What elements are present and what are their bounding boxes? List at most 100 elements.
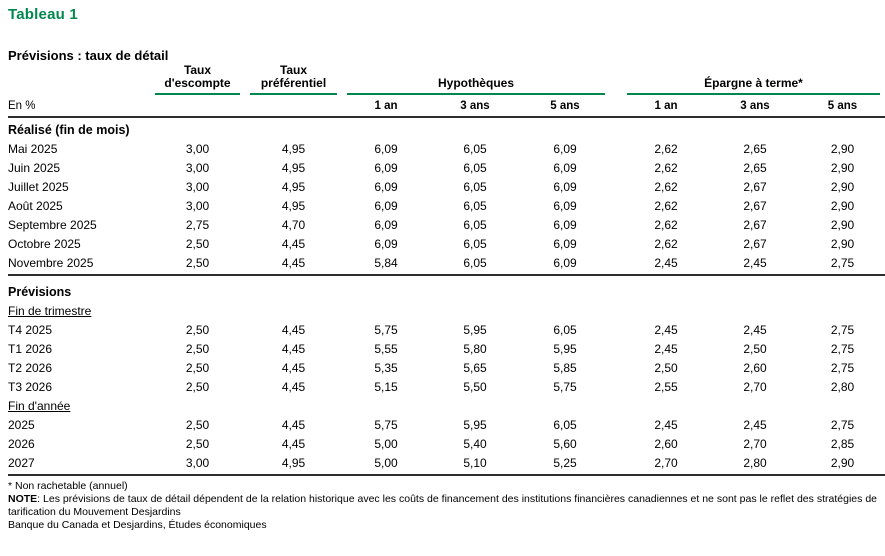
rate-value: 6,09 (374, 141, 398, 156)
footnotes: * Non rachetable (annuel) NOTE: Les prév… (8, 476, 877, 532)
table-row-data: T2 2026 2,50 4,45 5,35 5,65 5,85 2,50 2,60 2,75 (8, 358, 885, 377)
section-subheading: Fin d'année (8, 398, 71, 413)
rate-value: 4,95 (281, 179, 306, 194)
table-row-subheading: Fin de trimestre (8, 301, 885, 320)
rate-value: 6,05 (463, 198, 487, 213)
col-header-prime-rate: Taux préférentiel (245, 64, 342, 95)
rate-value: 6,05 (463, 217, 487, 232)
rate-value: 2,50 (654, 360, 678, 375)
col-header-prime-line2: préférentiel (260, 76, 327, 90)
col-group-term-savings-label: Épargne à terme* (627, 77, 881, 95)
rate-value: 2,75 (185, 217, 210, 232)
rate-value: 6,09 (553, 255, 577, 270)
section-divider (8, 472, 885, 476)
rate-value: 2,80 (743, 455, 767, 470)
col-header-mortgage-5yr: 5 ans (520, 95, 610, 118)
rate-value: 6,09 (374, 217, 398, 232)
table-row-data: T4 2025 2,50 4,45 5,75 5,95 6,05 2,45 2,45 2,75 (8, 320, 885, 339)
report-page: Tableau 1 Prévisions : taux de détail Ta… (8, 6, 885, 532)
section-divider (8, 272, 885, 276)
row-label: T2 2026 (8, 360, 53, 375)
row-label: T3 2026 (8, 379, 53, 394)
row-label: Mai 2025 (8, 141, 58, 156)
header-spacer (150, 95, 245, 118)
rate-value: 5,75 (374, 322, 398, 337)
rate-value: 2,75 (830, 417, 855, 432)
col-group-mortgages: Hypothèques (342, 64, 610, 95)
rate-value: 2,67 (743, 217, 767, 232)
group-gap (610, 64, 622, 95)
rate-value: 5,00 (374, 455, 398, 470)
table-row-data: Novembre 2025 2,50 4,45 5,84 6,05 6,09 2,45 2,4… (8, 253, 885, 272)
rate-value: 2,62 (654, 179, 678, 194)
rate-value: 2,45 (654, 417, 678, 432)
rate-value: 2,62 (654, 160, 678, 175)
group-header-row: Taux d'escompte Taux préférentiel Hypoth… (8, 64, 885, 95)
table-row-data: T3 2026 2,50 4,45 5,15 5,50 5,75 2,55 2,70 2,80 (8, 377, 885, 396)
rate-value: 3,00 (185, 141, 210, 156)
rate-value: 5,95 (463, 322, 487, 337)
rate-value: 4,95 (281, 141, 306, 156)
row-label: Octobre 2025 (8, 236, 81, 251)
col-header-discount-line2: d'escompte (164, 76, 231, 90)
rate-value: 6,09 (374, 179, 398, 194)
table-row-data: 2027 3,00 4,95 5,00 5,10 5,25 2,70 2,80 2,90 (8, 453, 885, 472)
rate-value: 5,10 (463, 455, 487, 470)
col-header-mortgage-3yr: 3 ans (430, 95, 520, 118)
col-group-mortgages-label: Hypothèques (347, 77, 605, 95)
table-row-heading: Prévisions (8, 275, 885, 301)
group-gap (610, 158, 622, 177)
unit-label: En % (8, 95, 150, 118)
col-header-discount-rate: Taux d'escompte (150, 64, 245, 95)
rate-value: 5,55 (374, 341, 398, 356)
rate-value: 2,80 (830, 379, 855, 394)
rate-value: 4,45 (281, 436, 306, 451)
rate-value: 2,50 (743, 341, 767, 356)
rate-value: 2,45 (743, 255, 767, 270)
table-row-data: Septembre 2025 2,75 4,70 6,09 6,05 6,09 2,62 2,… (8, 215, 885, 234)
group-gap (610, 339, 622, 358)
section-subheading: Fin de trimestre (8, 303, 92, 318)
rate-value: 6,09 (553, 179, 577, 194)
rate-value: 4,45 (281, 341, 306, 356)
row-label: 2027 (8, 455, 35, 470)
row-label: Juin 2025 (8, 160, 61, 175)
col-header-discount-line1: Taux (183, 63, 212, 77)
rate-value: 2,85 (830, 436, 855, 451)
table-row-data: Août 2025 3,00 4,95 6,09 6,05 6,09 2,62 2,67 2,9… (8, 196, 885, 215)
rate-value: 5,95 (553, 341, 577, 356)
rate-value: 2,75 (830, 341, 855, 356)
group-gap (610, 453, 622, 472)
rate-value: 2,67 (743, 236, 767, 251)
rate-value: 2,45 (654, 341, 678, 356)
rate-value: 4,45 (281, 255, 306, 270)
table-row-divider (8, 272, 885, 276)
rate-value: 3,00 (185, 179, 210, 194)
group-gap (610, 95, 622, 118)
rate-value: 6,09 (553, 141, 577, 156)
rate-value: 2,90 (830, 217, 855, 232)
rate-value: 2,67 (743, 198, 767, 213)
table-row-data: Juin 2025 3,00 4,95 6,09 6,05 6,09 2,62 2,65 2,9… (8, 158, 885, 177)
footnote-sources: Banque du Canada et Desjardins, Études é… (8, 519, 267, 531)
row-label: Septembre 2025 (8, 217, 97, 232)
rate-value: 2,90 (830, 179, 855, 194)
header-spacer (8, 64, 150, 95)
rate-value: 5,00 (374, 436, 398, 451)
table-row-divider (8, 472, 885, 476)
rate-value: 5,75 (553, 379, 577, 394)
col-header-savings-3yr: 3 ans (710, 95, 800, 118)
rate-value: 5,80 (463, 341, 487, 356)
rate-value: 4,45 (281, 417, 306, 432)
rate-value: 5,65 (463, 360, 487, 375)
rate-value: 6,09 (553, 198, 577, 213)
rate-value: 2,50 (185, 255, 210, 270)
rate-value: 6,05 (463, 236, 487, 251)
rate-value: 2,62 (654, 198, 678, 213)
rate-value: 5,40 (463, 436, 487, 451)
rate-value: 6,05 (463, 160, 487, 175)
rate-value: 3,00 (185, 160, 210, 175)
rate-value: 4,95 (281, 198, 306, 213)
rate-value: 2,55 (654, 379, 678, 394)
rate-value: 2,45 (743, 417, 767, 432)
